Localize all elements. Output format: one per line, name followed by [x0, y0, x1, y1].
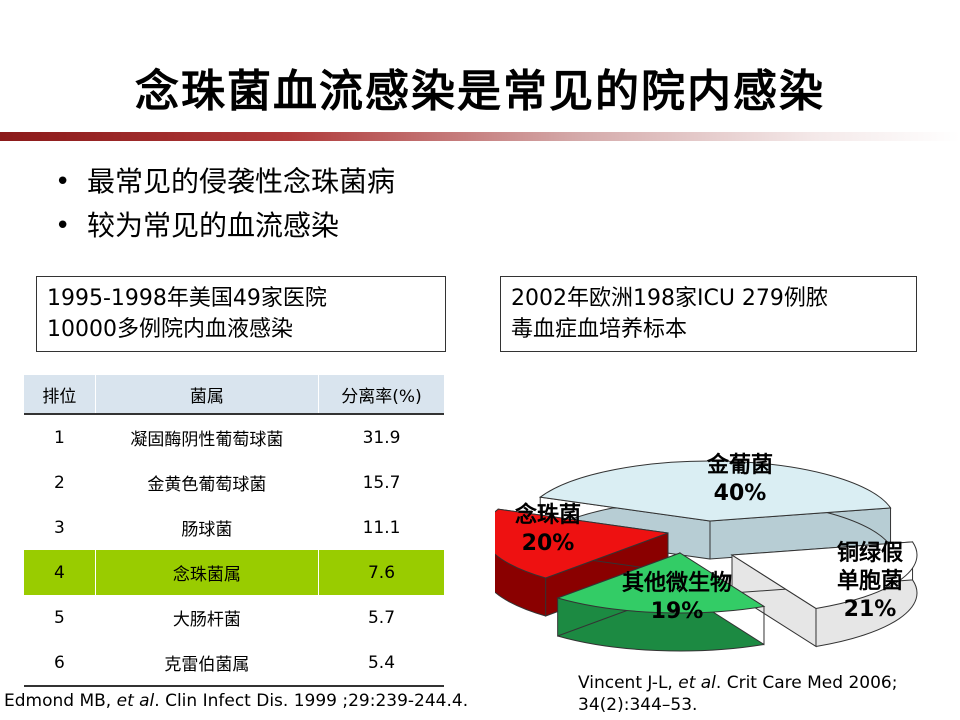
pie-slice	[556, 552, 766, 614]
eu-study-line-2: 毒血症血培养标本	[511, 317, 688, 342]
pie-slice	[730, 541, 918, 609]
citation-edmond-source: . Clin Infect Dis. 1999 ;29:239-244.4.	[154, 691, 469, 711]
pie-label-line: 金葡菌	[706, 452, 773, 478]
citation-edmond-etal: et al	[116, 691, 155, 711]
us-study-line-1: 1995-1998年美国49家医院	[47, 286, 327, 311]
pie-label-line: 单胞菌	[837, 568, 903, 594]
us-study-box: 1995-1998年美国49家医院 10000多例院内血液感染	[36, 276, 446, 352]
citation-vincent-source: . Crit Care Med 2006; 34(2):344–53.	[578, 673, 898, 715]
bullet-text: 较为常见的血流感染	[87, 209, 340, 242]
pie-slice-label: 其他微生物 19%	[622, 570, 732, 624]
pie-slice	[538, 460, 892, 522]
cell-rate: 11.1	[318, 505, 444, 550]
citation-vincent-author: Vincent J-L,	[578, 673, 679, 693]
bullet-list: • 最常见的侵袭性念珠菌病 • 较为常见的血流感染	[55, 160, 395, 248]
citation-vincent: Vincent J-L, et al. Crit Care Med 2006; …	[578, 672, 950, 716]
pathogen-table: 排位 菌属 分离率(%) 1 凝固酶阴性葡萄球菌 31.9 2 金黄色葡萄球菌 …	[24, 375, 444, 687]
header-rank: 排位	[24, 375, 96, 415]
citation-edmond-author: Edmond MB,	[4, 691, 117, 711]
table-row-highlighted: 4 念珠菌属 7.6	[24, 550, 444, 595]
pie-percent-label: 21%	[844, 597, 897, 622]
cell-rate: 7.6	[318, 550, 444, 595]
cell-genus: 大肠杆菌	[94, 595, 319, 640]
bullet-item: • 最常见的侵袭性念珠菌病	[55, 160, 395, 204]
cell-rank: 1	[53, 427, 65, 448]
cell-rate: 5.7	[318, 595, 444, 640]
slide-title: 念珠菌血流感染是常见的院内感染	[135, 66, 825, 117]
pathogen-pie-chart: 金葡菌 40% 铜绿假单胞菌 21% 其他微生物 19% 念珠菌 20%	[495, 452, 918, 652]
cell-rate: 15.7	[318, 460, 444, 505]
pie-slice-label: 铜绿假单胞菌 21%	[837, 540, 903, 622]
pie-percent-label: 20%	[522, 531, 575, 556]
table-row: 6 克雷伯菌属 5.4	[24, 640, 444, 687]
pie-slice-label: 金葡菌 40%	[706, 452, 773, 506]
bullet-icon: •	[55, 167, 71, 197]
eu-study-line-1: 2002年欧洲198家ICU 279例脓	[511, 286, 828, 311]
bullet-icon: •	[55, 211, 71, 241]
cell-rank: 4	[24, 550, 96, 595]
table-row: 2 金黄色葡萄球菌 15.7	[24, 460, 444, 505]
bullet-item: • 较为常见的血流感染	[55, 204, 395, 248]
bullet-text: 最常见的侵袭性念珠菌病	[87, 165, 396, 198]
cell-rank: 6	[24, 640, 96, 687]
cell-genus: 肠球菌	[94, 505, 319, 550]
header-rate: 分离率(%)	[318, 375, 444, 415]
cell-rank: 5	[53, 607, 65, 628]
table-row: 3 肠球菌 11.1	[24, 505, 444, 550]
pie-label-line: 其他微生物	[622, 570, 732, 596]
citation-edmond: Edmond MB, et al. Clin Infect Dis. 1999 …	[4, 690, 468, 712]
citation-vincent-etal: et al	[678, 673, 716, 693]
pie-slice-label: 念珠菌 20%	[515, 502, 581, 556]
us-study-line-2: 10000多例院内血液感染	[47, 317, 293, 342]
eu-study-box: 2002年欧洲198家ICU 279例脓 毒血症血培养标本	[500, 276, 917, 352]
pie-slice	[495, 508, 669, 579]
table-header-row: 排位 菌属 分离率(%)	[24, 375, 444, 415]
cell-genus: 克雷伯菌属	[94, 640, 319, 687]
cell-rank: 2	[53, 472, 65, 493]
header-genus: 菌属	[94, 375, 319, 415]
cell-genus: 金黄色葡萄球菌	[94, 460, 319, 505]
cell-rate: 5.4	[318, 640, 444, 687]
pie-label-line: 念珠菌	[515, 502, 581, 528]
title-divider	[0, 132, 960, 141]
cell-genus: 念珠菌属	[94, 550, 319, 595]
cell-genus: 凝固酶阴性葡萄球菌	[94, 414, 319, 460]
pie-percent-label: 40%	[714, 481, 767, 506]
pie-percent-label: 19%	[651, 599, 704, 624]
cell-rate: 31.9	[318, 414, 444, 460]
cell-rank: 3	[53, 517, 65, 538]
pie-label-line: 铜绿假	[837, 540, 903, 566]
table-row: 1 凝固酶阴性葡萄球菌 31.9	[24, 414, 444, 460]
table-row: 5 大肠杆菌 5.7	[24, 595, 444, 640]
